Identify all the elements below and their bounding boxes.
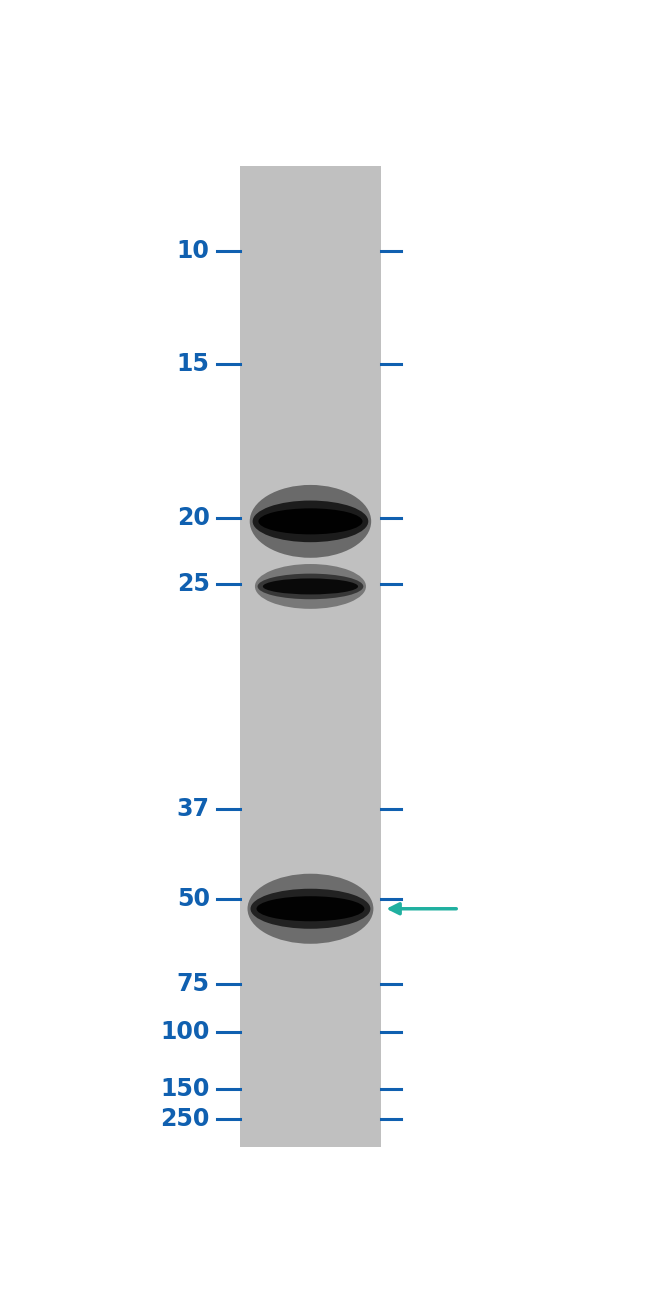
Ellipse shape [257,573,363,599]
Ellipse shape [248,874,373,944]
Ellipse shape [255,564,366,608]
Text: 150: 150 [161,1076,210,1101]
Ellipse shape [263,578,358,594]
Ellipse shape [250,889,370,928]
Ellipse shape [257,896,365,922]
Text: 15: 15 [177,352,210,376]
Ellipse shape [259,508,363,534]
Text: 37: 37 [177,797,210,820]
Bar [240,166,381,1147]
Text: 75: 75 [177,972,210,996]
Text: 50: 50 [177,887,210,911]
Text: 25: 25 [177,572,210,597]
Text: 20: 20 [177,507,210,530]
Text: 250: 250 [161,1108,210,1131]
Text: 100: 100 [161,1020,210,1044]
Ellipse shape [250,485,371,558]
Ellipse shape [253,500,369,542]
Text: 10: 10 [177,239,210,263]
